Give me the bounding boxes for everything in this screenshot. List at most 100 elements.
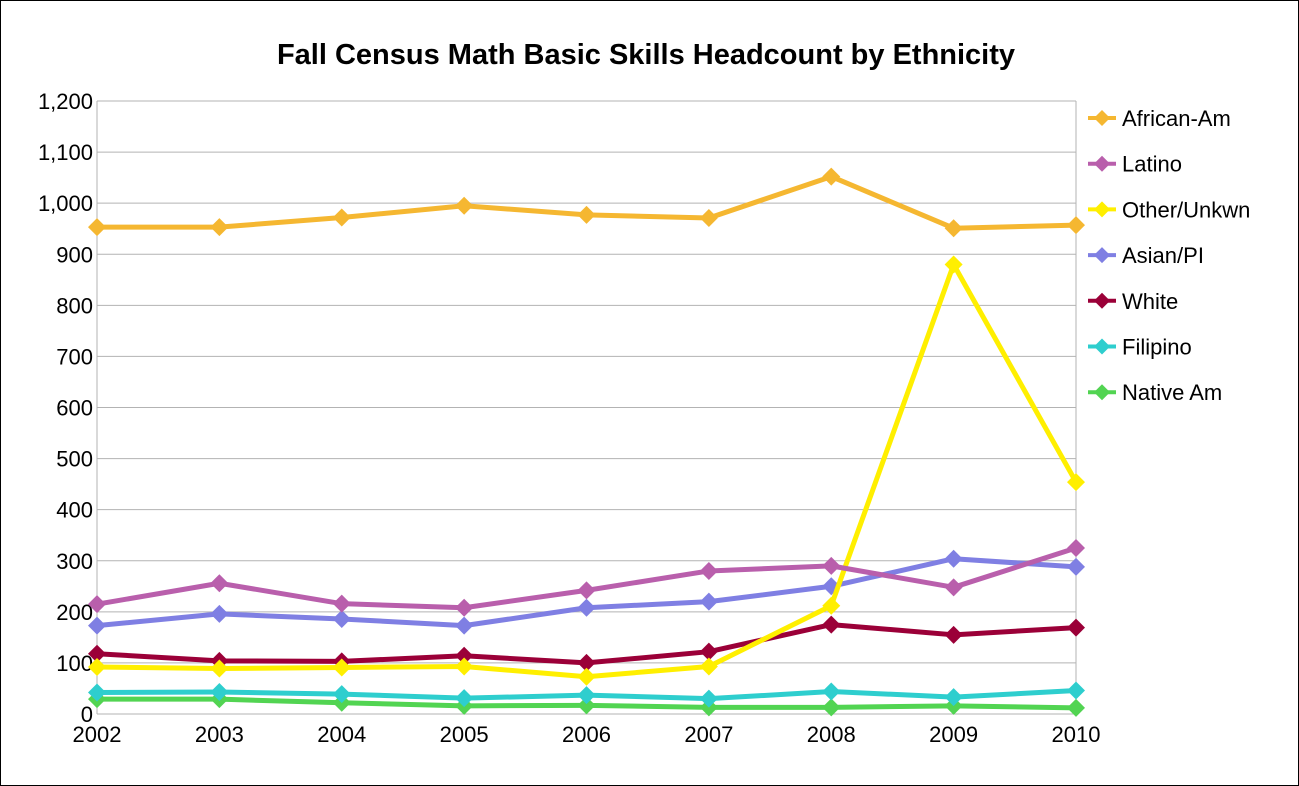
data-point xyxy=(210,659,229,678)
data-point xyxy=(88,658,106,677)
series-layer xyxy=(88,167,1085,717)
data-point xyxy=(210,218,229,237)
y-tick-label: 1,200 xyxy=(38,89,93,114)
legend-item: Other/Unkwn xyxy=(1088,197,1250,222)
data-point xyxy=(455,616,474,635)
legend-label: African-Am xyxy=(1122,106,1231,131)
data-point xyxy=(210,574,229,593)
data-point xyxy=(332,594,351,613)
y-tick-label: 800 xyxy=(56,293,93,318)
legend: African-Am Latino Other/Unkwn Asian/PI White… xyxy=(1088,106,1250,405)
data-point xyxy=(577,653,596,672)
data-point xyxy=(577,686,596,705)
data-point xyxy=(944,549,963,568)
data-point xyxy=(577,598,596,617)
legend-label: Latino xyxy=(1122,152,1182,177)
data-point xyxy=(1067,698,1085,717)
series-african-am xyxy=(88,167,1085,238)
legend-label: White xyxy=(1122,289,1178,314)
data-point xyxy=(699,208,718,227)
series-other-unkwn xyxy=(88,255,1085,686)
legend-item: Native Am xyxy=(1088,380,1222,405)
y-tick-label: 700 xyxy=(56,344,93,369)
data-point xyxy=(88,218,106,237)
data-point xyxy=(822,682,841,701)
data-point xyxy=(88,595,106,614)
y-axis-ticks: 0 100 200 300 400 500 600 700 800 900 1,000 1,100 1,… xyxy=(38,89,93,727)
legend-item: White xyxy=(1088,289,1178,314)
data-point xyxy=(1067,557,1085,576)
data-point xyxy=(1067,538,1085,557)
data-point xyxy=(822,167,841,186)
legend-marker xyxy=(1094,338,1110,355)
series-asian-pi xyxy=(88,549,1085,635)
data-point xyxy=(822,596,841,615)
y-tick-label: 400 xyxy=(56,498,93,523)
data-point xyxy=(1067,473,1085,492)
data-point xyxy=(210,683,229,702)
y-tick-label: 1,000 xyxy=(38,191,93,216)
legend-marker xyxy=(1094,384,1110,401)
data-point xyxy=(699,689,718,708)
data-point xyxy=(1067,681,1085,700)
data-point xyxy=(577,696,596,715)
data-point xyxy=(332,685,351,704)
data-point xyxy=(1067,618,1085,637)
y-tick-label: 100 xyxy=(56,651,93,676)
series-filipino xyxy=(88,681,1085,708)
x-tick-label: 2004 xyxy=(317,722,366,747)
x-tick-label: 2009 xyxy=(929,722,978,747)
x-tick-label: 2007 xyxy=(684,722,733,747)
data-point xyxy=(577,581,596,600)
data-point xyxy=(944,255,963,274)
legend-marker xyxy=(1094,292,1110,309)
x-tick-label: 2008 xyxy=(807,722,856,747)
y-tick-label: 1,100 xyxy=(38,140,93,165)
legend-item: African-Am xyxy=(1088,106,1231,131)
data-point xyxy=(577,667,596,686)
y-tick-label: 300 xyxy=(56,549,93,574)
x-tick-label: 2006 xyxy=(562,722,611,747)
data-point xyxy=(699,642,718,661)
data-point xyxy=(699,561,718,580)
data-point xyxy=(88,616,106,635)
data-point xyxy=(455,196,474,215)
data-point xyxy=(944,625,963,644)
x-tick-label: 2005 xyxy=(440,722,489,747)
data-point xyxy=(332,208,351,227)
y-tick-label: 500 xyxy=(56,447,93,472)
y-tick-label: 200 xyxy=(56,600,93,625)
data-point xyxy=(332,609,351,628)
data-point xyxy=(455,598,474,617)
y-tick-label: 600 xyxy=(56,396,93,421)
legend-item: Asian/PI xyxy=(1088,243,1204,268)
y-tick-label: 0 xyxy=(81,702,93,727)
grid-lines xyxy=(96,100,1077,715)
data-point xyxy=(1067,216,1085,235)
data-point xyxy=(699,657,718,676)
data-point xyxy=(332,658,351,677)
chart-title: Fall Census Math Basic Skills Headcount … xyxy=(277,39,1015,71)
data-point xyxy=(210,604,229,623)
x-tick-label: 2002 xyxy=(73,722,122,747)
data-point xyxy=(88,644,106,663)
data-point xyxy=(944,219,963,238)
data-point xyxy=(822,556,841,575)
legend-item: Latino xyxy=(1088,152,1182,177)
data-point xyxy=(699,592,718,611)
legend-marker xyxy=(1094,201,1110,218)
legend-item: Filipino xyxy=(1088,335,1192,360)
data-point xyxy=(455,646,474,665)
data-point xyxy=(944,688,963,707)
data-point xyxy=(944,578,963,597)
data-point xyxy=(822,698,841,717)
legend-label: Other/Unkwn xyxy=(1122,197,1250,222)
y-tick-label: 900 xyxy=(56,242,93,267)
legend-label: Asian/PI xyxy=(1122,243,1204,268)
x-axis-ticks: 2002 2003 2004 2005 2006 2007 2008 2009 2010 xyxy=(73,722,1101,747)
data-point xyxy=(577,205,596,224)
legend-label: Native Am xyxy=(1122,380,1222,405)
legend-marker xyxy=(1094,110,1110,126)
data-point xyxy=(88,683,106,702)
data-point xyxy=(822,615,841,634)
